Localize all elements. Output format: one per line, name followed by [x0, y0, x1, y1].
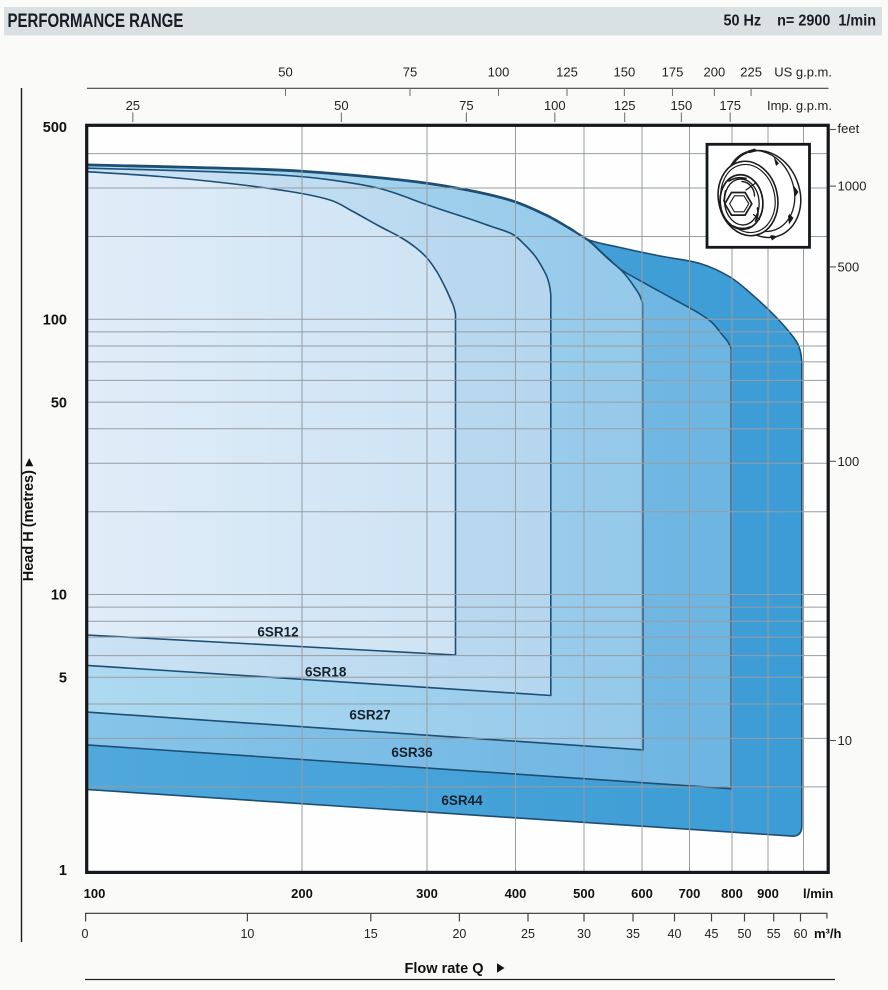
- svg-text:200: 200: [704, 65, 726, 80]
- svg-text:500: 500: [573, 886, 595, 901]
- svg-text:6SR44: 6SR44: [441, 793, 483, 808]
- svg-text:30: 30: [577, 927, 591, 941]
- svg-text:6SR27: 6SR27: [349, 708, 390, 723]
- svg-text:100: 100: [488, 65, 510, 80]
- svg-text:15: 15: [364, 927, 378, 941]
- svg-text:6SR12: 6SR12: [257, 625, 298, 640]
- svg-text:500: 500: [838, 259, 860, 274]
- svg-text:600: 600: [631, 886, 653, 901]
- svg-text:35: 35: [626, 927, 640, 941]
- svg-text:10: 10: [51, 588, 67, 604]
- svg-text:l/min: l/min: [803, 886, 833, 901]
- svg-text:60: 60: [794, 927, 808, 941]
- svg-text:US g.p.m.: US g.p.m.: [774, 65, 832, 80]
- svg-text:50 Hz n= 2900 1/min: 50 Hz n= 2900 1/min: [723, 12, 876, 30]
- svg-text:100: 100: [84, 886, 106, 901]
- svg-text:0: 0: [82, 927, 89, 941]
- svg-text:200: 200: [291, 886, 313, 901]
- svg-text:150: 150: [614, 65, 636, 80]
- svg-text:900: 900: [757, 886, 779, 901]
- svg-text:Head H (metres) ▸: Head H (metres) ▸: [21, 457, 37, 581]
- svg-text:10: 10: [838, 733, 852, 748]
- svg-text:175: 175: [719, 98, 741, 113]
- svg-text:40: 40: [668, 927, 682, 941]
- svg-text:100: 100: [544, 98, 566, 113]
- svg-text:150: 150: [671, 98, 693, 113]
- svg-text:1: 1: [59, 863, 67, 879]
- svg-text:175: 175: [662, 65, 684, 80]
- svg-text:20: 20: [452, 927, 466, 941]
- svg-text:6SR18: 6SR18: [305, 665, 347, 680]
- svg-text:45: 45: [705, 927, 719, 941]
- svg-text:75: 75: [403, 65, 417, 80]
- svg-text:50: 50: [278, 65, 292, 80]
- svg-text:50: 50: [51, 395, 67, 411]
- svg-text:400: 400: [505, 886, 527, 901]
- svg-text:50: 50: [738, 927, 752, 941]
- svg-text:PERFORMANCE RANGE: PERFORMANCE RANGE: [8, 10, 184, 31]
- svg-text:25: 25: [126, 98, 140, 113]
- svg-text:6SR36: 6SR36: [391, 745, 433, 760]
- svg-text:Imp. g.p.m.: Imp. g.p.m.: [767, 98, 832, 113]
- svg-text:500: 500: [43, 120, 67, 136]
- svg-text:25: 25: [521, 927, 535, 941]
- svg-text:1000: 1000: [838, 179, 867, 194]
- svg-text:50: 50: [334, 98, 348, 113]
- svg-text:100: 100: [838, 454, 860, 469]
- svg-text:800: 800: [721, 886, 743, 901]
- svg-text:5: 5: [59, 671, 67, 687]
- svg-text:55: 55: [767, 927, 781, 941]
- svg-text:75: 75: [459, 98, 473, 113]
- svg-text:700: 700: [679, 886, 701, 901]
- svg-text:Flow rate Q: Flow rate Q: [405, 961, 484, 977]
- svg-text:125: 125: [614, 98, 636, 113]
- svg-text:100: 100: [43, 313, 67, 329]
- svg-text:225: 225: [740, 65, 762, 80]
- svg-text:m³/h: m³/h: [814, 926, 842, 941]
- svg-text:feet: feet: [838, 121, 860, 136]
- svg-text:10: 10: [240, 927, 254, 941]
- svg-text:125: 125: [556, 65, 578, 80]
- svg-text:300: 300: [416, 886, 438, 901]
